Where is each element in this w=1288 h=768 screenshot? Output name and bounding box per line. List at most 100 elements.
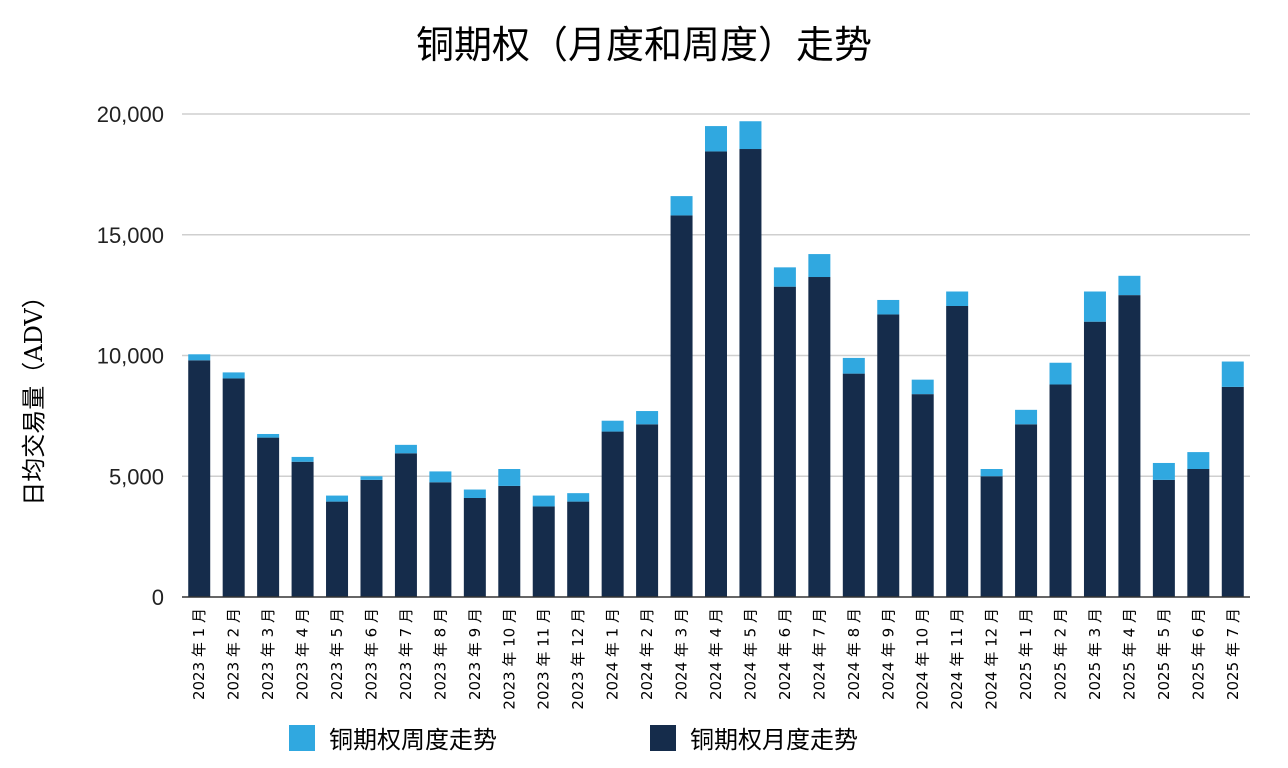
bar-monthly — [1187, 469, 1210, 597]
bar-weekly — [463, 489, 486, 498]
x-tick-label: 2024 年 8 月 — [845, 608, 863, 700]
x-tick-label: 2024 年 9 月 — [879, 608, 897, 700]
bar-weekly — [808, 254, 831, 278]
x-tick-label: 2024 年 12 月 — [983, 608, 1001, 710]
x-tick-label: 2025 年 7 月 — [1224, 608, 1242, 700]
x-tick-label: 2024 年 11 月 — [948, 608, 966, 710]
bar-monthly — [532, 506, 555, 597]
legend-monthly-label: 铜期权月度走势 — [690, 726, 858, 754]
bar-weekly — [188, 354, 211, 361]
x-tick-label: 2025 年 1 月 — [1017, 608, 1035, 700]
bar-monthly — [498, 485, 521, 597]
bar-weekly — [1049, 362, 1072, 385]
x-tick-label: 2024 年 3 月 — [673, 608, 691, 700]
y-tick-label: 0 — [152, 585, 164, 610]
x-tick-label: 2023 年 12 月 — [569, 608, 587, 710]
x-tick-label: 2023 年 1 月 — [190, 608, 208, 700]
bar-monthly — [1152, 479, 1175, 597]
bar-weekly — [1118, 275, 1141, 296]
bar-monthly — [463, 497, 486, 597]
bar-weekly — [1015, 409, 1038, 425]
x-tick-label: 2025 年 6 月 — [1189, 608, 1207, 700]
bar-monthly — [188, 360, 211, 597]
bar-weekly — [326, 495, 349, 502]
bar-monthly — [739, 149, 762, 597]
bar-monthly — [911, 394, 934, 597]
y-tick-labels: 0 5,000 10,000 15,000 20,000 — [97, 102, 164, 610]
bar-monthly — [1049, 384, 1072, 597]
x-tick-label: 2023 年 2 月 — [225, 608, 243, 700]
x-tick-labels: 2023 年 1 月 2023 年 2 月 2023 年 3 月 2023 年 4 月… — [190, 608, 1242, 710]
y-tick-label: 5,000 — [109, 464, 164, 489]
bar-monthly — [1118, 295, 1141, 597]
bar-monthly — [601, 431, 624, 597]
bar-monthly — [394, 453, 417, 597]
bar-monthly — [877, 314, 900, 597]
x-tick-label: 2024 年 4 月 — [707, 608, 725, 700]
bar-weekly — [1187, 452, 1210, 470]
bar-monthly — [1015, 424, 1038, 597]
bar-weekly — [1221, 361, 1244, 387]
x-tick-label: 2024 年 2 月 — [638, 608, 656, 700]
x-tick-label: 2025 年 2 月 — [1052, 608, 1070, 700]
bar-monthly — [291, 461, 314, 597]
bar-weekly — [222, 372, 245, 379]
bar-weekly — [394, 444, 417, 454]
x-tick-label: 2023 年 4 月 — [294, 608, 312, 700]
bar-weekly — [911, 379, 934, 395]
legend-monthly-swatch — [650, 724, 676, 751]
bar-weekly — [705, 126, 727, 152]
x-tick-label: 2023 年 9 月 — [466, 608, 484, 700]
x-tick-label: 2023 年 11 月 — [535, 608, 553, 710]
bar-monthly — [705, 151, 727, 597]
bar-weekly — [360, 476, 383, 480]
legend-weekly-label: 铜期权周度走势 — [329, 726, 497, 754]
legend-weekly-swatch — [289, 724, 315, 751]
x-tick-label: 2025 年 5 月 — [1155, 608, 1173, 700]
bar-weekly — [498, 469, 521, 486]
bar-weekly — [601, 420, 624, 432]
y-tick-label: 10,000 — [97, 344, 164, 369]
bar-monthly — [670, 215, 693, 597]
bar-weekly — [257, 433, 280, 438]
x-tick-label: 2023 年 5 月 — [328, 608, 346, 700]
x-tick-label: 2024 年 7 月 — [810, 608, 828, 700]
bar-monthly — [326, 501, 349, 597]
x-tick-label: 2023 年 3 月 — [259, 608, 277, 700]
x-tick-label: 2025 年 3 月 — [1086, 608, 1104, 700]
bar-monthly — [636, 424, 659, 597]
bar-monthly — [1221, 386, 1244, 597]
y-tick-label: 20,000 — [97, 102, 164, 127]
bar-monthly — [980, 476, 1003, 597]
bar-weekly — [773, 267, 796, 287]
bar-weekly — [739, 121, 762, 150]
x-tick-label: 2024 年 6 月 — [776, 608, 794, 700]
bar-weekly — [842, 357, 865, 374]
bar-weekly — [429, 471, 452, 483]
x-tick-label: 2023 年 7 月 — [397, 608, 415, 700]
legend-monthly: 铜期权月度走势 — [650, 720, 858, 755]
bar-monthly — [360, 479, 383, 597]
bar-weekly — [877, 299, 900, 315]
bar-monthly — [773, 286, 796, 597]
bar-weekly — [636, 411, 659, 425]
bar-weekly — [1152, 462, 1175, 480]
bar-weekly — [946, 291, 969, 306]
bar-weekly — [980, 469, 1003, 477]
bar-monthly — [808, 277, 831, 597]
bar-monthly — [1083, 321, 1106, 597]
y-tick-label: 15,000 — [97, 223, 164, 248]
x-tick-label: 2023 年 10 月 — [500, 608, 518, 710]
bar-weekly — [1083, 291, 1106, 322]
bar-weekly — [532, 495, 555, 507]
x-tick-label: 2024 年 5 月 — [741, 608, 759, 700]
bar-monthly — [429, 482, 452, 597]
x-tick-label: 2023 年 8 月 — [431, 608, 449, 700]
legend-weekly: 铜期权周度走势 — [289, 720, 497, 755]
x-tick-label: 2024 年 10 月 — [914, 608, 932, 710]
chart-title: 铜期权（月度和周度）走势 — [415, 23, 872, 67]
bar-monthly — [257, 437, 280, 597]
bars — [188, 121, 1244, 597]
bar-weekly — [670, 196, 693, 216]
